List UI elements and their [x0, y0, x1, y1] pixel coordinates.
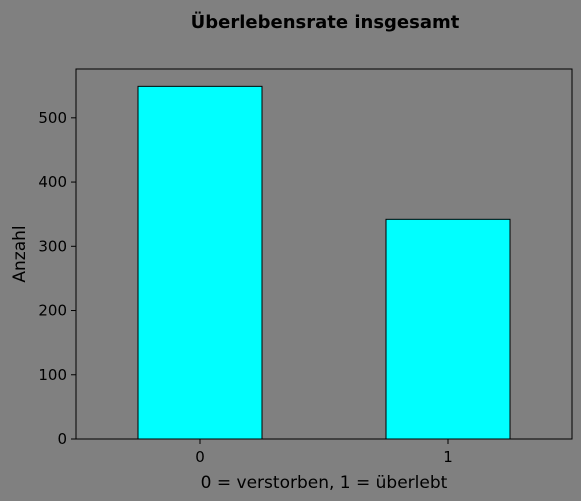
y-tick-label: 200: [38, 302, 67, 320]
chart-title: Überlebensrate insgesamt: [191, 11, 460, 33]
x-tick-label: 1: [443, 448, 453, 466]
y-tick-label: 400: [38, 173, 67, 191]
x-axis-label: 0 = verstorben, 1 = überlebt: [201, 473, 448, 493]
y-tick-label: 100: [38, 366, 67, 384]
y-axis-label: Anzahl: [10, 225, 30, 282]
y-tick-label: 0: [57, 430, 67, 448]
y-axis-ticks: 0 100 200 300 400 500: [38, 109, 76, 448]
plot-frame: [75, 68, 573, 440]
bars-layer: [137, 85, 511, 440]
bar-0: [137, 85, 263, 440]
x-tick-label: 0: [195, 448, 205, 466]
y-tick-label: 300: [38, 237, 67, 255]
y-tick-label: 500: [38, 109, 67, 127]
bar-1: [385, 218, 511, 440]
